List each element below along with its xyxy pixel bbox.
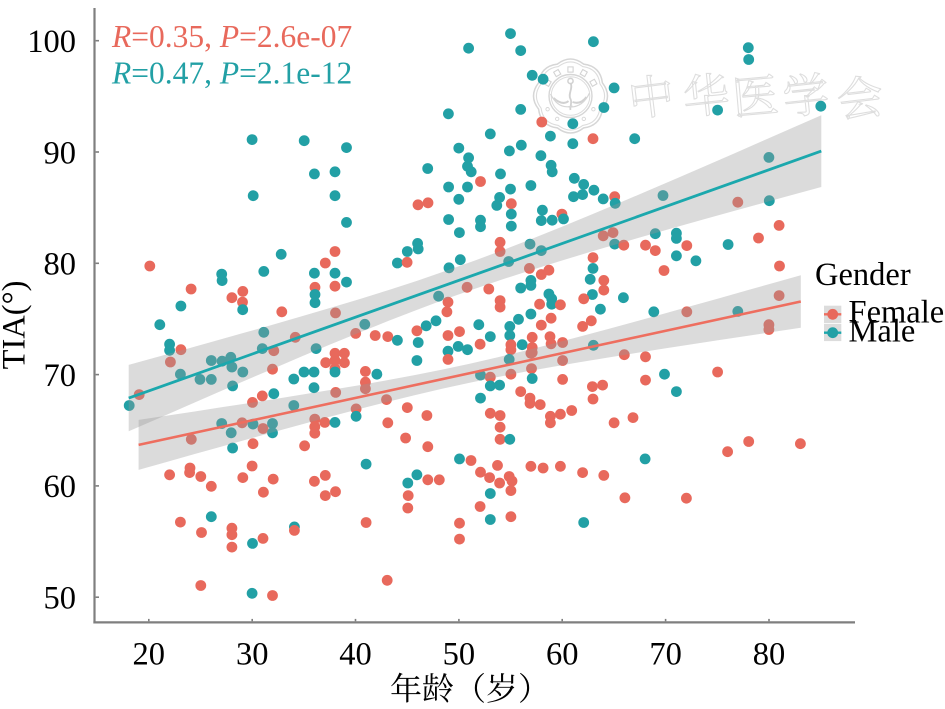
svg-text:30: 30 [236,637,269,673]
svg-text:40: 40 [339,637,372,673]
svg-text:50: 50 [443,637,476,673]
svg-text:50: 50 [44,581,77,617]
svg-text:90: 90 [44,135,77,171]
svg-text:Female: Female [849,295,945,331]
svg-text:60: 60 [44,469,77,505]
svg-text:Male: Male [849,313,916,349]
svg-text:80: 80 [44,247,77,283]
svg-text:70: 70 [649,637,682,673]
svg-text:R=0.47, P=2.1e-12: R=0.47, P=2.1e-12 [111,55,352,90]
svg-text:Gender: Gender [815,257,911,293]
svg-text:100: 100 [27,24,76,60]
svg-text:80: 80 [753,637,786,673]
svg-text:TIA(°): TIA(°) [0,281,32,370]
svg-text:70: 70 [44,358,77,394]
svg-text:20: 20 [133,637,166,673]
svg-text:60: 60 [546,637,579,673]
svg-text:R=0.35, P=2.6e-07: R=0.35, P=2.6e-07 [111,19,352,54]
